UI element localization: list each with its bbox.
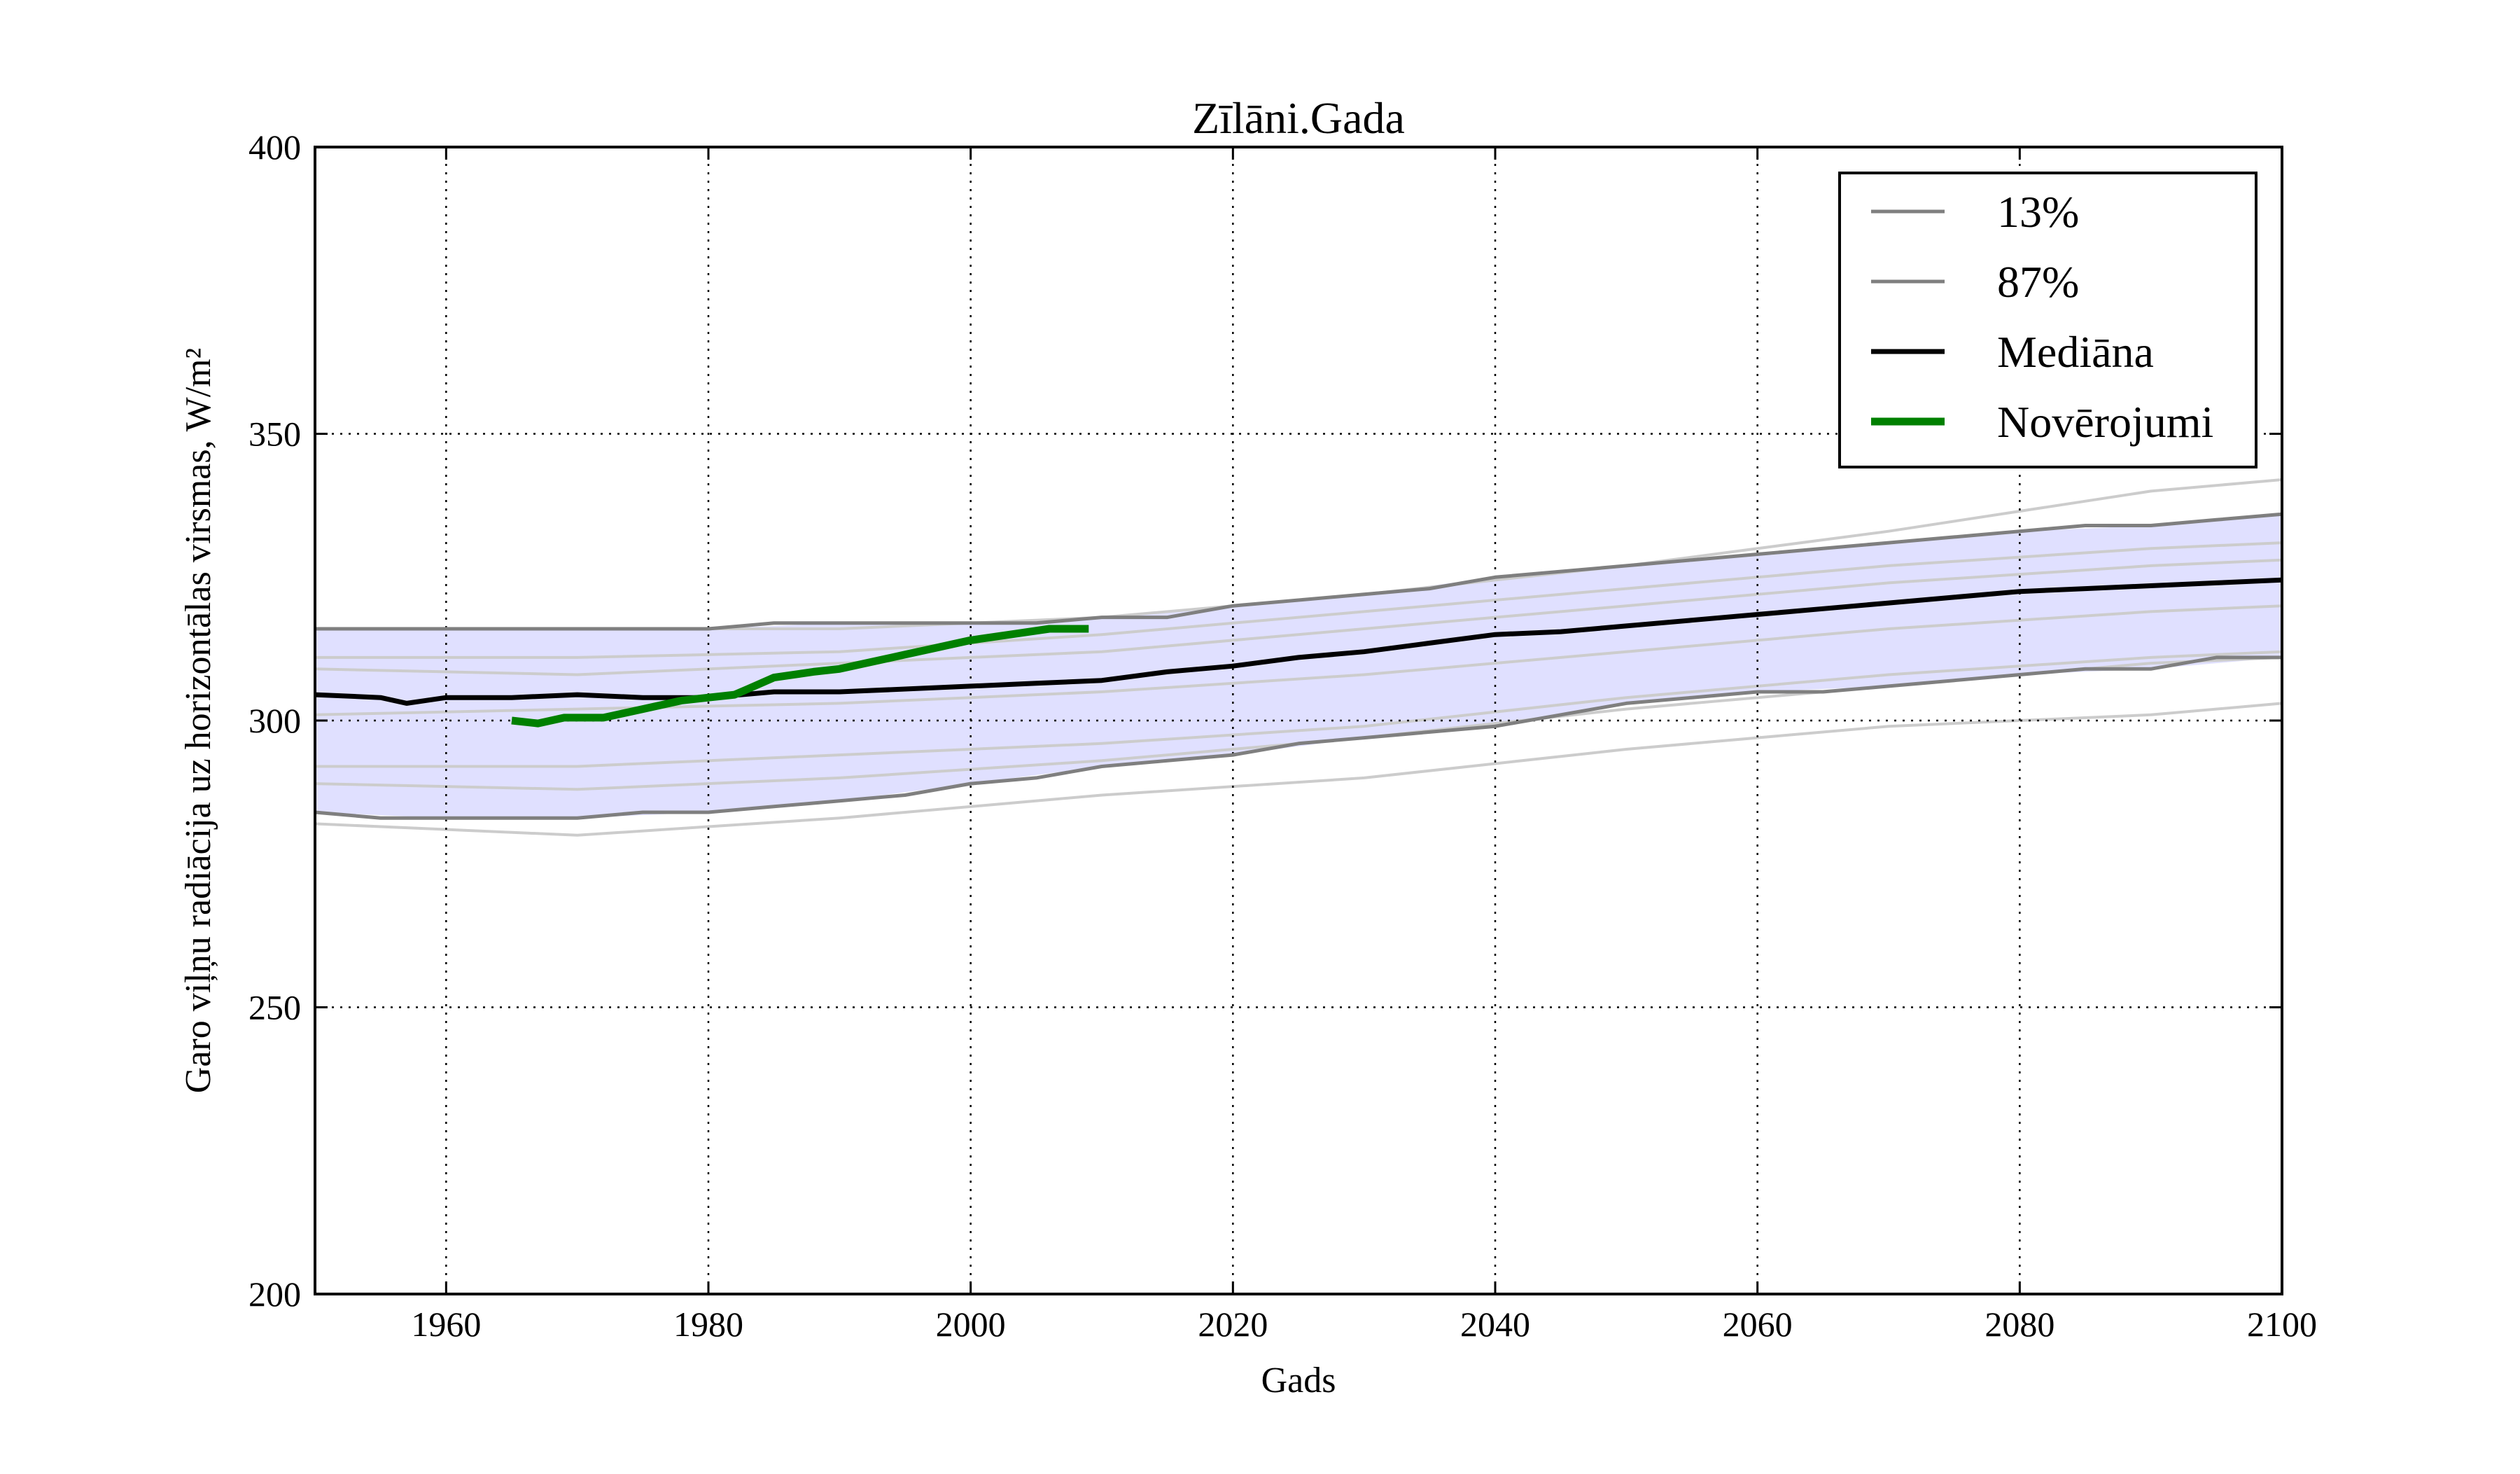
legend-label: Novērojumi bbox=[1997, 397, 2213, 447]
x-tick-label: 2040 bbox=[1460, 1305, 1530, 1344]
x-tick-label: 2020 bbox=[1198, 1305, 1268, 1344]
ensemble-member-line bbox=[314, 702, 2283, 837]
series-layer bbox=[314, 512, 2283, 820]
x-tick-label: 2000 bbox=[936, 1305, 1006, 1344]
ensemble-member-line bbox=[315, 650, 2283, 768]
band-layer bbox=[315, 514, 2282, 819]
x-tick-label: 1980 bbox=[673, 1305, 743, 1344]
x-tick-label: 2060 bbox=[1723, 1305, 1793, 1344]
legend-label: 87% bbox=[1997, 257, 2079, 307]
legend-label: Mediāna bbox=[1997, 327, 2154, 377]
legend: 13% 87% Mediāna Novērojumi bbox=[1838, 172, 2258, 468]
legend-label: 13% bbox=[1997, 187, 2079, 237]
y-tick-label: 250 bbox=[248, 988, 301, 1027]
chart-title: Zīlāni.Gada bbox=[1192, 93, 1405, 143]
y-tick-label: 200 bbox=[248, 1274, 301, 1314]
x-tick-label: 2100 bbox=[2247, 1305, 2317, 1344]
x-axis-label: Gads bbox=[1261, 1361, 1336, 1400]
x-tick-label: 1960 bbox=[411, 1305, 481, 1344]
x-tick-label: 2080 bbox=[1984, 1305, 2054, 1344]
ticks-layer: 1960 1980 2000 2020 2040 2060 2080 2100 200 250 30… bbox=[248, 127, 2317, 1344]
y-tick-label: 300 bbox=[248, 701, 301, 740]
series-line-87pct bbox=[315, 512, 2283, 631]
ensemble-member-line bbox=[314, 558, 2283, 676]
ensemble-member-line bbox=[315, 541, 2283, 659]
percentile-band bbox=[315, 514, 2282, 819]
y-tick-label: 400 bbox=[248, 127, 301, 167]
y-tick-label: 350 bbox=[248, 415, 301, 454]
y-axis-label: Garo viļņu radiācija uz horizontālas vir… bbox=[178, 348, 218, 1093]
series-line-observations bbox=[511, 625, 1089, 728]
series-line-median bbox=[314, 577, 2283, 706]
series-line-13pct bbox=[314, 655, 2282, 820]
